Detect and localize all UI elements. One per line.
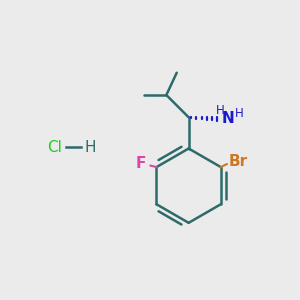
Text: Cl: Cl	[47, 140, 62, 154]
Text: N: N	[222, 111, 235, 126]
Text: Br: Br	[229, 154, 247, 169]
Text: H: H	[215, 104, 224, 117]
Text: H: H	[84, 140, 96, 154]
Text: H: H	[235, 107, 244, 120]
Text: F: F	[136, 156, 146, 171]
